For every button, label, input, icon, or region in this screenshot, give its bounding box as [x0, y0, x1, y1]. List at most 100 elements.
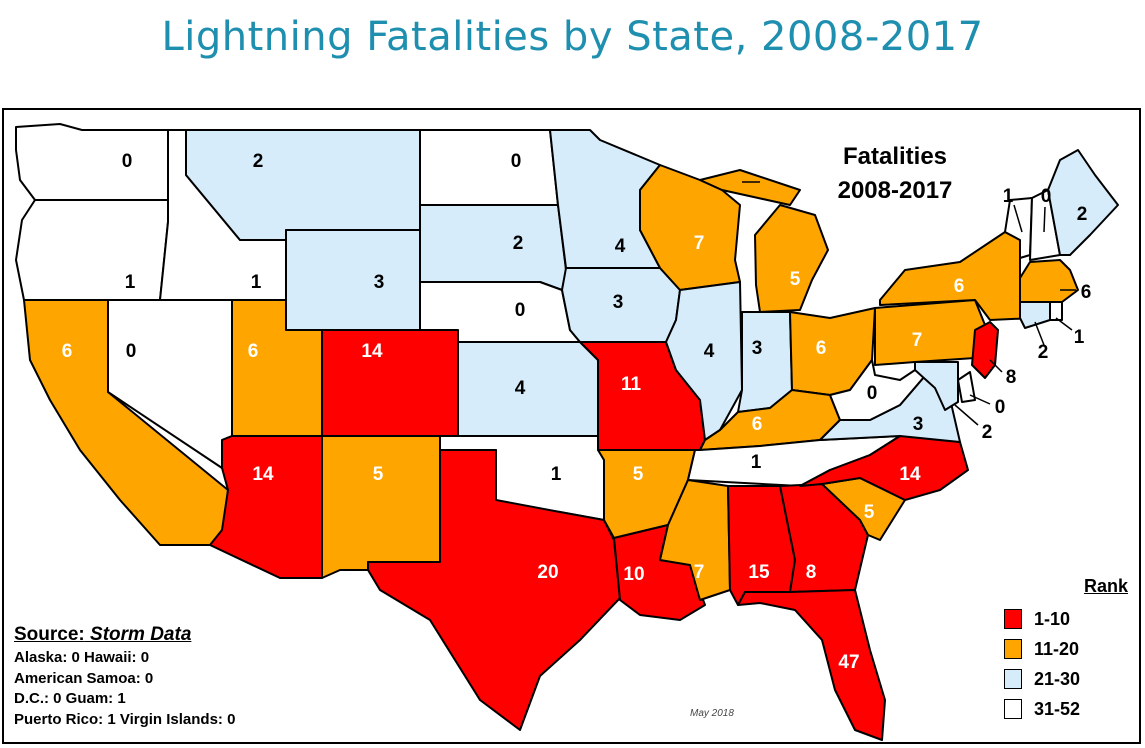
- legend-item: 11-20: [1004, 634, 1134, 664]
- legend-item: 31-52: [1004, 694, 1134, 724]
- state-RI[interactable]: [1049, 301, 1063, 321]
- state-value-WI: 7: [694, 233, 705, 254]
- state-value-TX: 20: [537, 562, 558, 583]
- state-ND[interactable]: [419, 129, 559, 206]
- map-heading-line2: 2008-2017: [837, 177, 953, 204]
- state-value-UT: 6: [248, 341, 259, 362]
- state-value-OR: 1: [125, 272, 136, 293]
- state-value-AZ: 14: [252, 464, 274, 485]
- state-ME[interactable]: [1047, 149, 1119, 256]
- state-value-MI: 5: [790, 269, 801, 290]
- state-WV[interactable]: [829, 359, 931, 421]
- legend-swatch: [1004, 639, 1022, 659]
- state-MS[interactable]: [659, 479, 731, 601]
- state-value-SD: 2: [513, 233, 524, 254]
- state-value-KY: 6: [752, 414, 763, 435]
- leader-lines: [954, 204, 1076, 426]
- state-TX[interactable]: [367, 449, 621, 731]
- legend-item: 21-30: [1004, 664, 1134, 694]
- legend-swatch: [1004, 699, 1022, 719]
- state-SD[interactable]: [419, 204, 567, 291]
- state-value-ID: 1: [251, 272, 262, 293]
- state-value-MN: 4: [615, 236, 626, 257]
- legend: Rank 1-10 11-20 21-30 31-52: [1004, 576, 1134, 724]
- state-value-GA: 8: [806, 562, 817, 583]
- state-value-FL: 47: [838, 652, 859, 673]
- state-value-NC: 14: [899, 464, 921, 485]
- state-value-VT: 1: [1003, 186, 1014, 207]
- state-value-NE: 0: [515, 300, 526, 321]
- source-title: Source: Storm Data: [14, 622, 235, 648]
- state-MA[interactable]: [1019, 259, 1079, 303]
- source-line: D.C.: 0 Guam: 1: [14, 690, 126, 707]
- state-CO[interactable]: [321, 329, 459, 437]
- state-NJ[interactable]: [971, 321, 999, 379]
- state-value-NJ: 8: [1006, 367, 1017, 388]
- state-value-KS: 4: [515, 378, 526, 399]
- state-value-OK: 1: [551, 464, 562, 485]
- state-value-OH: 6: [816, 338, 827, 359]
- state-value-IA: 3: [613, 292, 624, 313]
- legend-label: 31-52: [1034, 698, 1081, 719]
- state-value-NV: 0: [126, 341, 137, 362]
- state-value-IN: 3: [752, 338, 763, 359]
- state-FL[interactable]: [737, 589, 886, 741]
- legend-title: Rank: [1083, 576, 1128, 596]
- state-value-LA: 10: [623, 564, 644, 585]
- state-value-NY: 6: [954, 276, 965, 297]
- map-heading: Fatalities 2008-2017: [805, 140, 985, 208]
- state-value-NH: 0: [1041, 186, 1052, 207]
- page-title: Lightning Fatalities by State, 2008-2017: [161, 14, 984, 60]
- source-name: Storm Data: [90, 624, 192, 645]
- legend-item: 1-10: [1004, 604, 1134, 634]
- date-note: May 2018: [690, 708, 734, 719]
- source-line: Puerto Rico: 1 Virgin Islands: 0: [14, 710, 236, 728]
- state-value-MD: 2: [982, 422, 993, 443]
- source-line: Alaska: 0 Hawaii: 0: [14, 649, 150, 666]
- source-block: Source: Storm Data Alaska: 0 Hawaii: 0 A…: [14, 622, 235, 730]
- state-value-PA: 7: [912, 330, 923, 351]
- state-WI[interactable]: [639, 164, 741, 291]
- state-WY[interactable]: [285, 229, 421, 331]
- state-value-CA: 6: [62, 341, 73, 362]
- state-MI[interactable]: [699, 169, 829, 313]
- state-value-IL: 4: [704, 341, 715, 362]
- state-value-RI: 1: [1074, 327, 1085, 348]
- state-value-TN: 1: [751, 452, 762, 473]
- state-value-DE: 0: [995, 397, 1006, 418]
- state-CT[interactable]: [1019, 301, 1051, 329]
- state-PA[interactable]: [874, 299, 986, 366]
- state-value-ME: 2: [1077, 204, 1088, 225]
- state-value-MA: 6: [1081, 282, 1092, 303]
- state-value-WY: 3: [374, 272, 385, 293]
- state-KS[interactable]: [457, 341, 599, 437]
- state-WA[interactable]: [15, 123, 169, 201]
- state-value-NM: 5: [373, 464, 384, 485]
- state-MD[interactable]: [914, 361, 959, 411]
- state-DE[interactable]: [957, 371, 976, 403]
- state-value-SC: 5: [864, 502, 875, 523]
- state-value-VA: 3: [913, 414, 924, 435]
- state-value-ND: 0: [511, 151, 522, 172]
- state-value-WA: 0: [122, 151, 133, 172]
- state-NC[interactable]: [799, 435, 969, 501]
- state-value-AL: 15: [748, 562, 770, 583]
- legend-swatch: [1004, 609, 1022, 629]
- source-line: American Samoa: 0: [14, 669, 154, 687]
- state-value-MO: 11: [621, 374, 642, 395]
- state-value-WV: 0: [867, 383, 878, 404]
- state-value-CT: 2: [1038, 342, 1049, 363]
- legend-label: 1-10: [1034, 608, 1071, 629]
- legend-label: 21-30: [1034, 668, 1081, 689]
- state-value-AR: 5: [633, 464, 644, 485]
- state-AZ[interactable]: [209, 435, 323, 579]
- state-NM[interactable]: [321, 435, 441, 579]
- legend-swatch: [1004, 669, 1022, 689]
- state-value-CO: 14: [361, 341, 383, 362]
- source-label: Source:: [14, 624, 85, 645]
- state-value-MT: 2: [253, 151, 264, 172]
- state-OR[interactable]: [15, 199, 169, 301]
- legend-label: 11-20: [1034, 638, 1080, 659]
- state-value-MS: 7: [694, 562, 705, 583]
